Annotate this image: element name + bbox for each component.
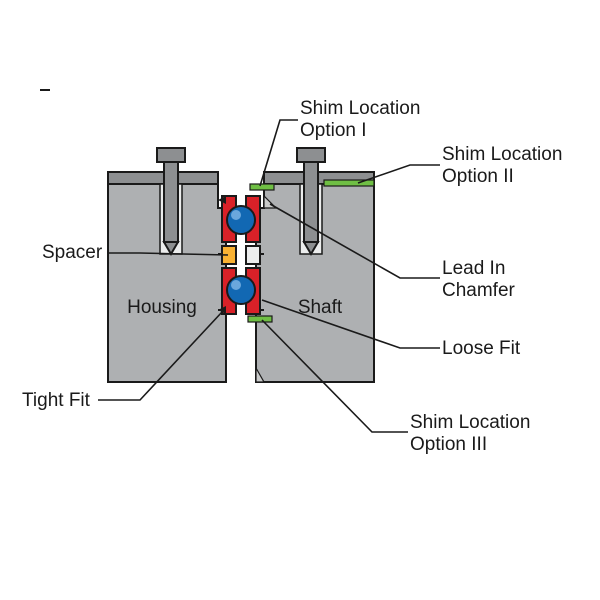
leadin-label-line2: Chamfer: [442, 280, 515, 301]
shim-1-label-line1: Shim Location: [300, 98, 420, 119]
spacer-label: Spacer: [42, 242, 102, 264]
shim-option-1: [250, 184, 274, 190]
shim-3-label: Shim Location Option III: [410, 412, 530, 456]
race-gap: [246, 246, 260, 264]
shim-3-label-line1: Shim Location: [410, 412, 530, 433]
ball-top: [227, 206, 255, 234]
shim-1-label: Shim Location Option I: [300, 98, 420, 142]
leadin-label-line1: Lead In: [442, 258, 505, 279]
shim-option-3: [248, 316, 272, 322]
shim-2-label-line1: Shim Location: [442, 144, 562, 165]
shim-2-label: Shim Location Option II: [442, 144, 562, 188]
leadin-label: Lead In Chamfer: [442, 258, 515, 302]
shim-2-label-line2: Option II: [442, 166, 514, 187]
tightfit-label: Tight Fit: [22, 390, 90, 412]
loosefit-label: Loose Fit: [442, 338, 520, 360]
shaft-label: Shaft: [298, 297, 343, 318]
ball-bottom: [227, 276, 255, 304]
shim-1-label-line2: Option I: [300, 120, 367, 141]
housing-label: Housing: [127, 297, 197, 318]
shim-3-label-line2: Option III: [410, 434, 487, 455]
